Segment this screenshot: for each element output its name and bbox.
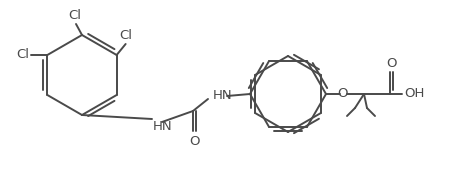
Text: O: O	[189, 135, 199, 148]
Text: OH: OH	[403, 88, 424, 101]
Text: HN: HN	[153, 120, 172, 133]
Text: Cl: Cl	[119, 29, 132, 42]
Text: Cl: Cl	[68, 9, 81, 22]
Text: O: O	[337, 88, 347, 101]
Text: Cl: Cl	[17, 49, 29, 61]
Text: HN: HN	[213, 90, 232, 102]
Text: O: O	[386, 57, 396, 70]
